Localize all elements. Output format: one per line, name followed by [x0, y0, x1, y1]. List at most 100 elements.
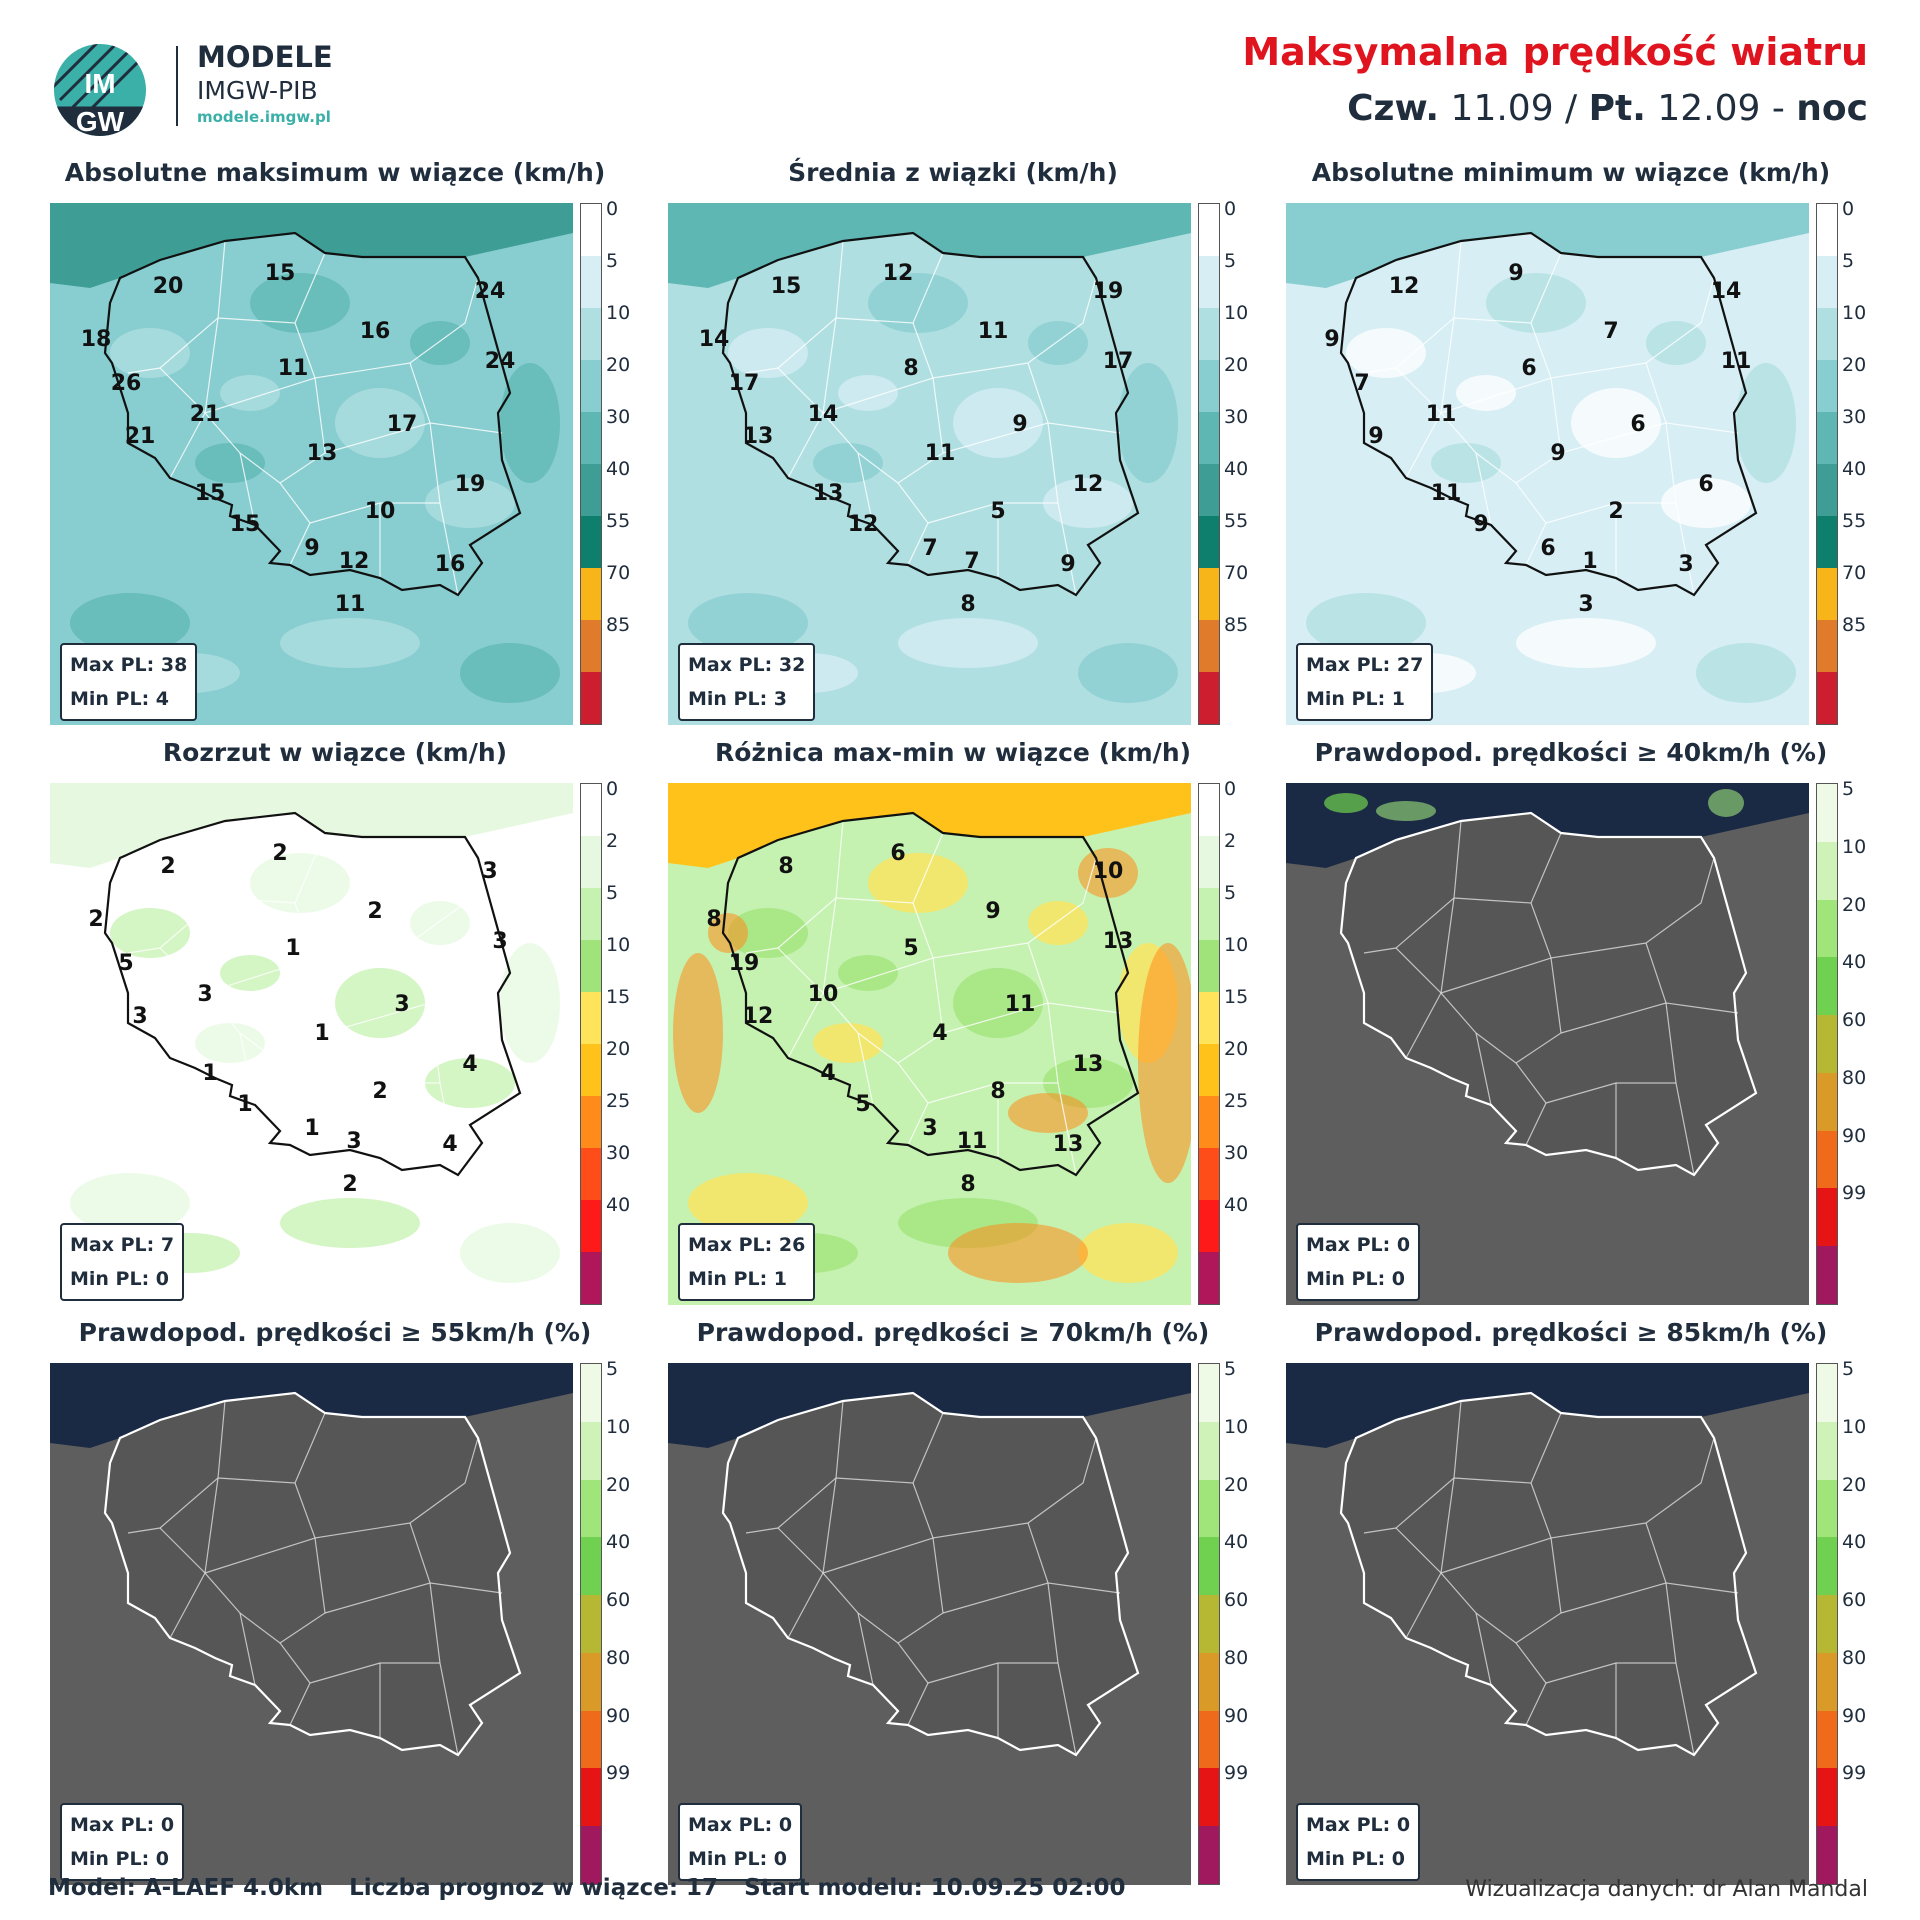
colorbar-tick-label: 70: [1224, 562, 1249, 584]
map-value-label: 1: [1582, 549, 1597, 574]
colorbar-tick-label: 20: [606, 1473, 631, 1496]
map-value-label: 13: [307, 441, 338, 466]
colorbar-tick-label: 80: [1842, 1646, 1867, 1669]
colorbar-segment: [1199, 360, 1219, 412]
colorbar-segment: [1817, 360, 1837, 412]
min-pl-label: Min PL: 4: [70, 688, 170, 710]
colorbar-segment: [1817, 308, 1837, 360]
colorbar-tick-label: 0: [606, 778, 619, 800]
map-value-label: 13: [813, 481, 844, 506]
map-value-label: 12: [1389, 274, 1420, 299]
colorbar-tick-label: 40: [1224, 458, 1249, 480]
map-value-label: 16: [435, 552, 466, 577]
colorbar: [580, 203, 602, 725]
colorbar-segment: [581, 992, 601, 1044]
colorbar-tick-label: 90: [1842, 1124, 1867, 1147]
colorbar-labels: 0 2 5 10 15 20 25 30 40: [606, 778, 650, 1305]
colorbar-tick-label: 20: [1842, 354, 1867, 376]
colorbar-tick-label: 20: [1224, 354, 1249, 376]
colorbar-segment: [581, 1710, 601, 1769]
colorbar-segment: [581, 412, 601, 464]
colorbar-segment: [1817, 1710, 1837, 1769]
colorbar-tick-label: 99: [1224, 1762, 1249, 1785]
colorbar-tick-label: 5: [1224, 1358, 1237, 1380]
colorbar-tick-label: 5: [1224, 882, 1237, 904]
colorbar-segment: [581, 1768, 601, 1827]
colorbar-segment: [581, 1364, 601, 1422]
colorbar-tick-label: 20: [606, 1038, 631, 1060]
colorbar-tick-label: 99: [1842, 1762, 1867, 1785]
map-value-label: 10: [365, 499, 396, 524]
min-pl-label: Min PL: 0: [70, 1848, 170, 1870]
colorbar-segment: [1199, 1364, 1219, 1422]
colorbar-segment: [1817, 1595, 1837, 1653]
map-panel: Absolutne minimum w wiązce (km/h) 9 12 14 9 7…: [1286, 158, 1886, 738]
map-value-label: 19: [1093, 279, 1124, 304]
panel-title: Rozrzut w wiązce (km/h): [162, 738, 508, 767]
stats-box: Max PL: 0 Min PL: 0: [60, 1803, 185, 1881]
colorbar-segment: [1817, 464, 1837, 516]
min-pl-label: Min PL: 0: [688, 1848, 788, 1870]
map-value-label: 4: [462, 1052, 477, 1077]
colorbar-segment: [581, 204, 601, 256]
colorbar-tick-label: 2: [1224, 830, 1237, 852]
colorbar-labels: 5 10 20 40 60 80 90 99: [1842, 1358, 1886, 1885]
colorbar-segment: [581, 464, 601, 516]
colorbar-tick-label: 80: [1224, 1646, 1249, 1669]
map-value-label: 24: [485, 349, 516, 374]
colorbar: [1198, 1363, 1220, 1885]
max-pl-label: Max PL: 0: [1306, 1234, 1411, 1256]
colorbar-segment: [1817, 516, 1837, 568]
map-panel: Prawdopod. prędkości ≥ 70km/h (%) Max PL:…: [668, 1318, 1268, 1898]
map-value-label: 3: [922, 1116, 937, 1141]
colorbar-segment: [1199, 1479, 1219, 1538]
colorbar-tick-label: 5: [606, 1358, 619, 1380]
colorbar-segment: [1199, 888, 1219, 940]
colorbar-segment: [1199, 836, 1219, 888]
colorbar-segment: [1199, 256, 1219, 308]
colorbar-tick-label: 10: [1842, 302, 1867, 324]
map-value-label: 14: [1711, 279, 1742, 304]
map-value-label: 8: [960, 1172, 975, 1197]
colorbar-segment: [581, 1148, 601, 1200]
map-value-label: 3: [132, 1004, 147, 1029]
map-value-label: 11: [1426, 402, 1457, 427]
map-panel: Prawdopod. prędkości ≥ 40km/h (%) Max PL:…: [1286, 738, 1886, 1318]
map-panel: Różnica max-min w wiązce (km/h) 6 8 10 8 9 13 5…: [668, 738, 1268, 1318]
model-name: Model: A-LAEF 4.0km: [48, 1875, 324, 1901]
colorbar-segment: [581, 256, 601, 308]
map-value-label: 7: [964, 549, 979, 574]
colorbar-tick-label: 10: [1224, 302, 1249, 324]
map-value-label: 10: [808, 982, 839, 1007]
colorbar-segment: [1199, 516, 1219, 568]
colorbar-tick-label: 20: [1224, 1038, 1249, 1060]
colorbar-segment: [1199, 940, 1219, 992]
panel-title: Prawdopod. prędkości ≥ 55km/h (%): [78, 1318, 592, 1347]
poland-map: [668, 1363, 1191, 1885]
map-value-label: 9: [1324, 327, 1339, 352]
min-pl-label: Min PL: 0: [1306, 1268, 1406, 1290]
colorbar-segment: [1817, 784, 1837, 842]
map-value-label: 9: [1550, 441, 1565, 466]
brand-url-link[interactable]: modele.imgw.pl: [197, 108, 331, 126]
map-value-label: 6: [1540, 536, 1555, 561]
min-pl-label: Min PL: 0: [1306, 1848, 1406, 1870]
colorbar-segment: [1817, 1768, 1837, 1827]
colorbar-segment: [1817, 1015, 1837, 1073]
colorbar-segment: [1817, 1826, 1837, 1884]
colorbar-segment: [581, 1096, 601, 1148]
colorbar: [580, 1363, 602, 1885]
colorbar: [1816, 783, 1838, 1305]
colorbar-labels: 5 10 20 40 60 80 90 99: [606, 1358, 650, 1885]
colorbar-segment: [581, 308, 601, 360]
map-value-label: 12: [883, 261, 914, 286]
map-value-label: 11: [1005, 992, 1036, 1017]
colorbar-segment: [1199, 1710, 1219, 1769]
colorbar-tick-label: 25: [606, 1090, 631, 1112]
stats-box: Max PL: 0 Min PL: 0: [1296, 1223, 1421, 1301]
map-value-label: 9: [1012, 412, 1027, 437]
stats-box: Max PL: 0 Min PL: 0: [678, 1803, 803, 1881]
panel-title: Absolutne maksimum w wiązce (km/h): [64, 158, 606, 187]
day1-label: Czw.: [1347, 88, 1440, 129]
colorbar-tick-label: 90: [606, 1704, 631, 1727]
